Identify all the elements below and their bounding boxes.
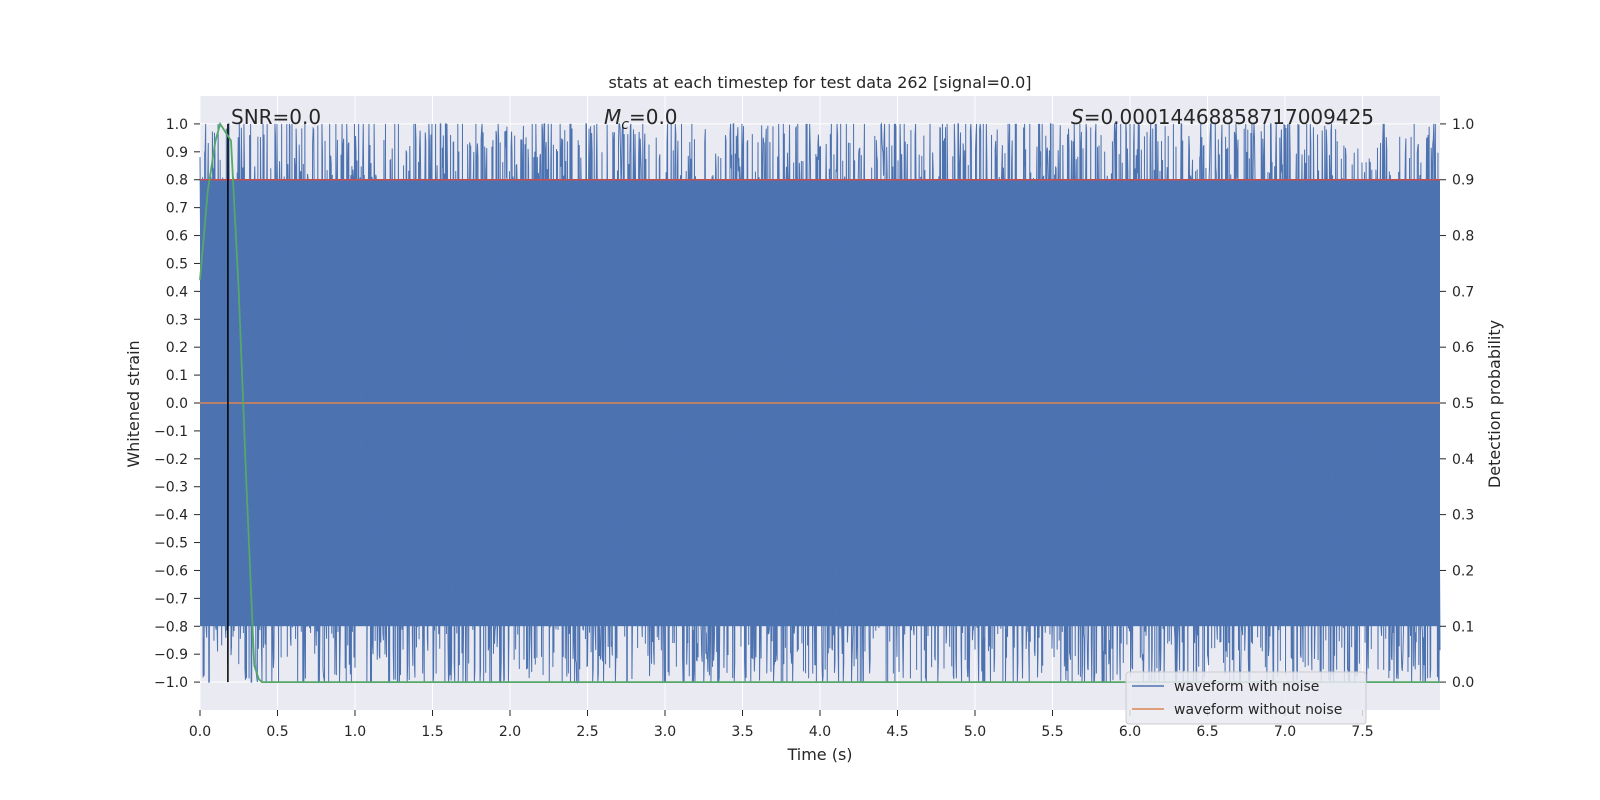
y-tick-label-8: 0.2 xyxy=(166,340,188,356)
y-tick-label-11: −0.1 xyxy=(154,424,188,440)
x-tick-label-8: 4.0 xyxy=(809,724,831,740)
y2-tick-label-10: 0.0 xyxy=(1452,675,1474,691)
chirp-mass-value: =0.0 xyxy=(629,105,678,129)
legend-label-noise: waveform with noise xyxy=(1174,679,1319,695)
s-symbol: S xyxy=(1071,105,1084,129)
x-tick-label-2: 1.0 xyxy=(344,724,366,740)
y-tick-label-10: 0.0 xyxy=(166,396,188,412)
y2-tick-label-9: 0.1 xyxy=(1452,619,1474,635)
chart-title: stats at each timestep for test data 262… xyxy=(608,73,1031,92)
y-tick-label-20: −1.0 xyxy=(154,675,188,691)
snr-annotation: SNR=0.0 xyxy=(231,105,321,129)
y-tick-label-4: 0.6 xyxy=(166,229,188,245)
x-tick-label-10: 5.0 xyxy=(964,724,986,740)
y-tick-label-15: −0.5 xyxy=(154,536,188,552)
s-value: =0.0001446885871700942​5 xyxy=(1084,105,1374,129)
y-tick-label-17: −0.7 xyxy=(154,591,188,607)
chirp-mass-subscript: c xyxy=(621,117,629,133)
series-detection-probability xyxy=(199,121,1440,683)
y2-axis-ticks: 1.0 0.9 0.8 0.7 0.6 0.5 0.4 0.3 0.2 0.1 0.0 xyxy=(1440,117,1474,691)
y-tick-label-7: 0.3 xyxy=(166,312,188,328)
y-tick-label-13: −0.3 xyxy=(154,480,188,496)
x-tick-label-0: 0.0 xyxy=(189,724,211,740)
x-tick-label-5: 2.5 xyxy=(576,724,598,740)
x-tick-label-3: 1.5 xyxy=(421,724,443,740)
y-tick-label-0: 1.0 xyxy=(166,117,188,133)
y2-tick-label-0: 1.0 xyxy=(1452,117,1474,133)
y-tick-label-18: −0.8 xyxy=(154,619,188,635)
y-tick-label-16: −0.6 xyxy=(154,563,188,579)
s-annotation: S=0.0001446885871700942​5 xyxy=(1071,105,1374,129)
y-tick-label-3: 0.7 xyxy=(166,201,188,217)
x-tick-label-7: 3.5 xyxy=(731,724,753,740)
y-axis-label: Whitened strain xyxy=(124,340,143,467)
x-tick-label-13: 6.5 xyxy=(1196,724,1218,740)
x-tick-label-11: 5.5 xyxy=(1041,724,1063,740)
chirp-mass-symbol: M xyxy=(604,105,621,129)
x-axis-ticks: 0.0 0.5 1.0 1.5 2.0 2.5 3.0 3.5 4.0 4.5 5.0 5.5 6.0 6… xyxy=(189,710,1374,740)
y-tick-label-12: −0.2 xyxy=(154,452,188,468)
y-tick-label-5: 0.5 xyxy=(166,256,188,272)
y-axis-ticks: 1.0 0.9 0.8 0.7 0.6 0.5 0.4 0.3 0.2 0.1 0.0 −0.1 −0.… xyxy=(154,117,200,691)
x-tick-label-9: 4.5 xyxy=(886,724,908,740)
y-tick-label-2: 0.8 xyxy=(166,173,188,189)
x-tick-label-1: 0.5 xyxy=(266,724,288,740)
y2-tick-label-3: 0.7 xyxy=(1452,284,1474,300)
x-tick-label-6: 3.0 xyxy=(654,724,676,740)
y2-tick-label-1: 0.9 xyxy=(1452,173,1474,189)
y2-tick-label-7: 0.3 xyxy=(1452,508,1474,524)
noise-trace xyxy=(199,122,1441,685)
y-tick-label-19: −0.9 xyxy=(154,647,188,663)
x-tick-label-4: 2.0 xyxy=(499,724,521,740)
legend-label-clean: waveform without noise xyxy=(1174,702,1342,718)
y2-tick-label-8: 0.2 xyxy=(1452,563,1474,579)
detection-probability-trace xyxy=(199,121,1440,683)
y2-tick-label-5: 0.5 xyxy=(1452,396,1474,412)
y-tick-label-1: 0.9 xyxy=(166,145,188,161)
y2-tick-label-6: 0.4 xyxy=(1452,452,1474,468)
x-axis-label: Time (s) xyxy=(786,745,852,764)
y-tick-label-9: 0.1 xyxy=(166,368,188,384)
y2-tick-label-4: 0.6 xyxy=(1452,340,1474,356)
x-tick-label-12: 6.0 xyxy=(1119,724,1141,740)
x-tick-label-15: 7.5 xyxy=(1351,724,1373,740)
x-tick-label-14: 7.0 xyxy=(1274,724,1296,740)
chirp-mass-annotation: Mc=0.0 xyxy=(604,105,678,133)
y-tick-label-14: −0.4 xyxy=(154,508,188,524)
y-tick-label-6: 0.4 xyxy=(166,284,188,300)
y2-axis-label: Detection probability xyxy=(1485,320,1504,488)
legend-box xyxy=(1125,671,1367,725)
y2-tick-label-2: 0.8 xyxy=(1452,229,1474,245)
legend: waveform with noise waveform without noi… xyxy=(1125,671,1367,725)
